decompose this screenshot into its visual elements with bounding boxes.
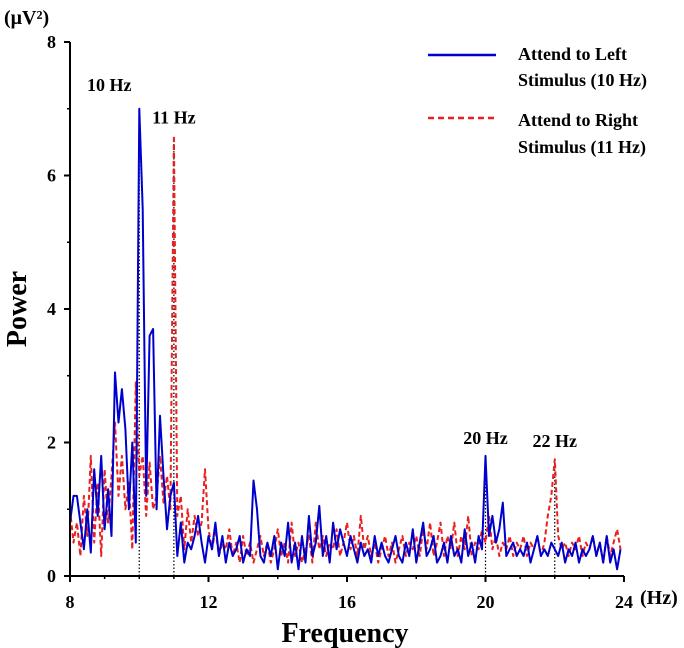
y-axis-title: Power: [2, 271, 33, 347]
annotation-11hz: 11 Hz: [152, 107, 196, 127]
y-tick-label: 2: [47, 433, 56, 453]
legend-label-left-line1: Attend to Left: [518, 44, 627, 64]
annotation-22hz: 22 Hz: [533, 431, 578, 451]
series-line-attend-left: [69, 107, 622, 571]
x-ticks: 8 12 16 20 24: [66, 576, 633, 612]
y-tick-label: 8: [47, 32, 56, 52]
x-tick-label: 24: [615, 592, 633, 612]
y-tick-label: 0: [47, 566, 56, 586]
annotation-10hz: 10 Hz: [87, 75, 132, 95]
annotation-20hz: 20 Hz: [463, 428, 508, 448]
x-tick-label: 16: [338, 592, 356, 612]
x-axis-title: Frequency: [281, 618, 408, 648]
y-ticks: 0 2 4 6 8: [47, 32, 70, 586]
y-axis-unit: (μV²): [4, 7, 49, 29]
legend-label-right-line2: Stimulus (11 Hz): [518, 137, 646, 158]
legend-label-right-line1: Attend to Right: [518, 110, 638, 130]
x-axis-unit: (Hz): [640, 587, 678, 609]
x-tick-label: 20: [477, 592, 495, 612]
y-tick-label: 4: [47, 299, 56, 319]
x-tick-label: 12: [200, 592, 218, 612]
x-tick-label: 8: [66, 592, 75, 612]
legend: Attend to Left Stimulus (10 Hz) Attend t…: [428, 44, 647, 158]
legend-label-left-line2: Stimulus (10 Hz): [518, 70, 647, 91]
series-layer: [69, 107, 622, 571]
y-tick-label: 6: [47, 166, 56, 186]
peak-annotations: 10 Hz 11 Hz 20 Hz 22 Hz: [87, 75, 577, 451]
frequency-marker-lines: [138, 108, 556, 576]
